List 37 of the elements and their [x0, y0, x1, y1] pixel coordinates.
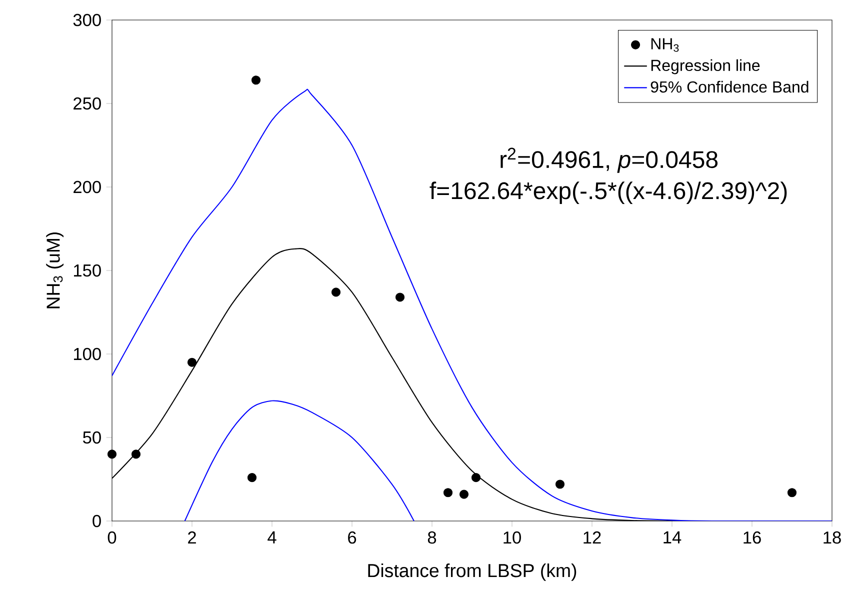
x-tick-label: 14 [664, 531, 682, 544]
point [459, 490, 469, 499]
y-tick-label: 300 [73, 14, 101, 26]
x-tick-label: 10 [504, 531, 521, 544]
annotation: f=162.64*exp(-.5*((x-4.6)/2.39)^2) [430, 182, 787, 204]
point [247, 473, 257, 482]
x-tick-label: 18 [824, 531, 841, 544]
x-tick-label: 6 [348, 531, 356, 544]
x-axis-title: Distance from LBSP (km) [368, 563, 576, 581]
annotation: r$^{2}$=0.4961, p=0.0458 [500, 148, 718, 173]
y-tick-label: 200 [74, 180, 101, 194]
x-tick-label: 2 [188, 531, 196, 544]
legend-label: 95% Confidence Band [650, 80, 808, 93]
y-tick-label: 100 [74, 348, 101, 360]
point [471, 473, 481, 482]
x-tick-label: 8 [428, 531, 436, 544]
point [555, 480, 565, 489]
y-tick-label: 150 [74, 264, 101, 277]
point [187, 358, 197, 367]
x-tick-label: 16 [744, 531, 761, 544]
x-tick-label: 12 [584, 531, 601, 544]
point [787, 488, 797, 498]
x-tick-label: 0 [108, 531, 116, 544]
line-series [184, 400, 415, 521]
point [395, 292, 405, 302]
y-axis-title: NH$_{3}$ (uM) [46, 232, 64, 308]
point [331, 288, 341, 297]
point [131, 450, 141, 459]
x-tick-label: 4 [268, 531, 276, 544]
legend-label: Regression line [651, 59, 760, 74]
y-tick-label: 50 [83, 431, 101, 444]
legend-label: NH$_{3}$ [651, 38, 679, 52]
point [107, 450, 117, 459]
point [251, 76, 261, 85]
point [443, 488, 453, 498]
y-tick-label: 250 [74, 97, 101, 110]
y-tick-label: 0 [92, 514, 101, 528]
